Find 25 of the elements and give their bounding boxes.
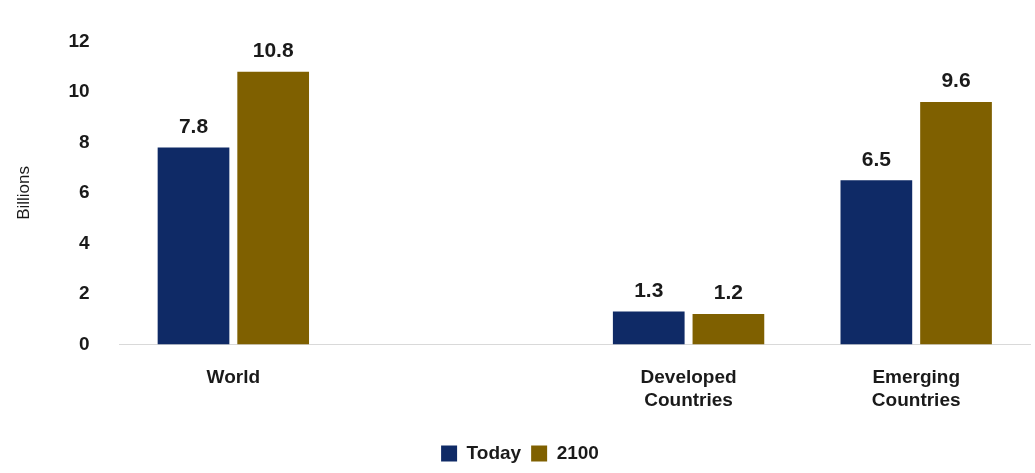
y-tick-label: 2 (78, 282, 90, 304)
y-tick-label: 0 (78, 332, 90, 354)
bar (840, 180, 913, 345)
data-label: 6.5 (861, 146, 892, 170)
bar (157, 147, 230, 345)
x-tick-label: Developed Countries (640, 366, 737, 410)
y-tick-label: 4 (78, 231, 90, 253)
y-axis-title: Billions (13, 165, 33, 220)
bar (612, 311, 685, 345)
data-label: 1.2 (713, 280, 744, 304)
legend-label: Today (466, 441, 522, 463)
bar (920, 102, 992, 345)
data-label: 10.8 (252, 38, 294, 61)
data-label: 1.3 (634, 277, 664, 301)
x-tick-label: Emerging Countries (871, 366, 961, 410)
bar (237, 71, 310, 345)
legend-label: 2100 (556, 441, 599, 463)
y-tick-label: 6 (78, 181, 90, 203)
data-label: 7.8 (178, 113, 209, 137)
y-tick-label: 12 (68, 29, 90, 51)
x-tick-label: World (206, 366, 261, 388)
y-tick-label: 8 (78, 130, 90, 152)
bar (692, 314, 765, 345)
y-tick-label: 10 (68, 80, 90, 102)
data-label: 9.6 (941, 68, 971, 92)
